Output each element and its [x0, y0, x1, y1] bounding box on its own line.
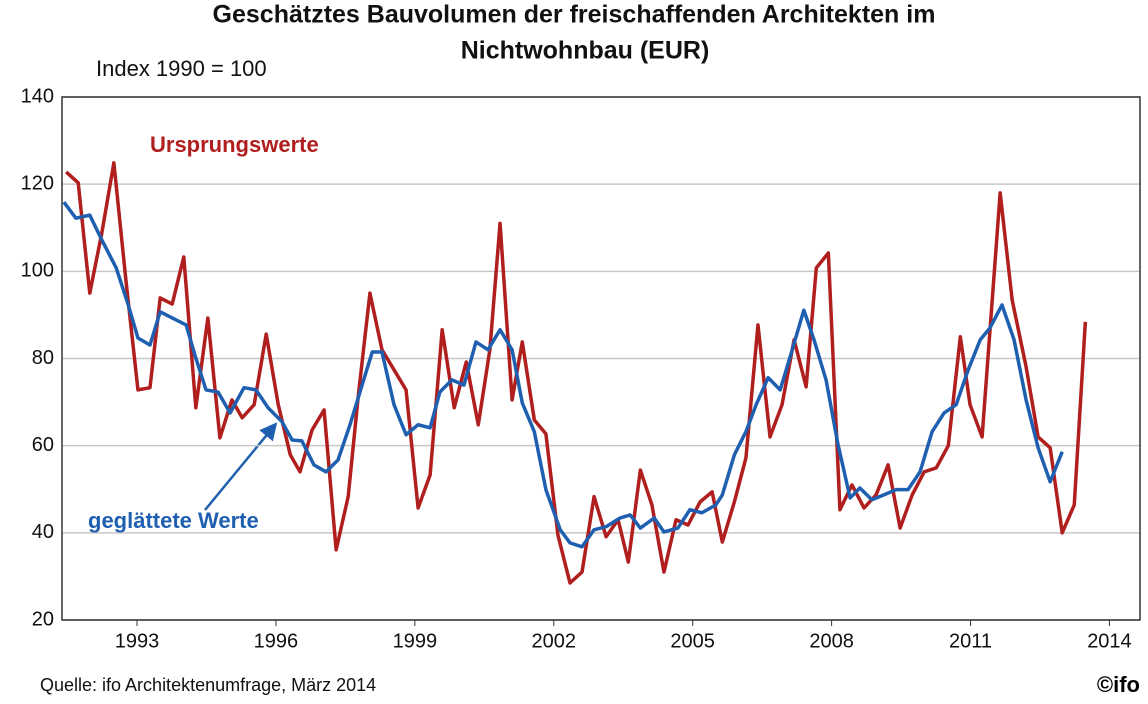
legend-label: Ursprungswerte: [150, 132, 319, 157]
x-tick-label: 1999: [393, 630, 438, 652]
y-tick-label: 60: [32, 434, 54, 456]
chart-title: Nichtwohnbau (EUR): [461, 37, 710, 65]
y-tick-label: 120: [21, 172, 54, 194]
y-tick-label: 100: [21, 260, 54, 282]
source: Quelle: ifo Architektenumfrage, März 201…: [40, 675, 376, 695]
logo: ©ifo: [1097, 672, 1140, 697]
x-tick-label: 2002: [532, 630, 577, 652]
y-tick-label: 40: [32, 521, 54, 543]
subtitle: Index 1990 = 100: [96, 56, 267, 81]
x-tick-label: 1993: [115, 630, 160, 652]
series-line: [62, 200, 1064, 549]
annotation-arrow: [204, 422, 278, 511]
x-tick-label: 1996: [254, 630, 299, 652]
x-tick-label: 2014: [1087, 630, 1132, 652]
y-tick-label: 80: [32, 347, 54, 369]
y-tick-label: 140: [21, 85, 54, 107]
x-tick-label: 2011: [949, 630, 992, 652]
x-tick-label: 2005: [670, 630, 715, 652]
y-tick-label: 20: [32, 608, 54, 630]
chart-title: Geschätztes Bauvolumen der freischaffend…: [213, 1, 936, 29]
plot-frame: [61, 96, 1141, 621]
legend-label: geglättete Werte: [88, 508, 259, 533]
x-tick-label: 2008: [809, 630, 854, 652]
